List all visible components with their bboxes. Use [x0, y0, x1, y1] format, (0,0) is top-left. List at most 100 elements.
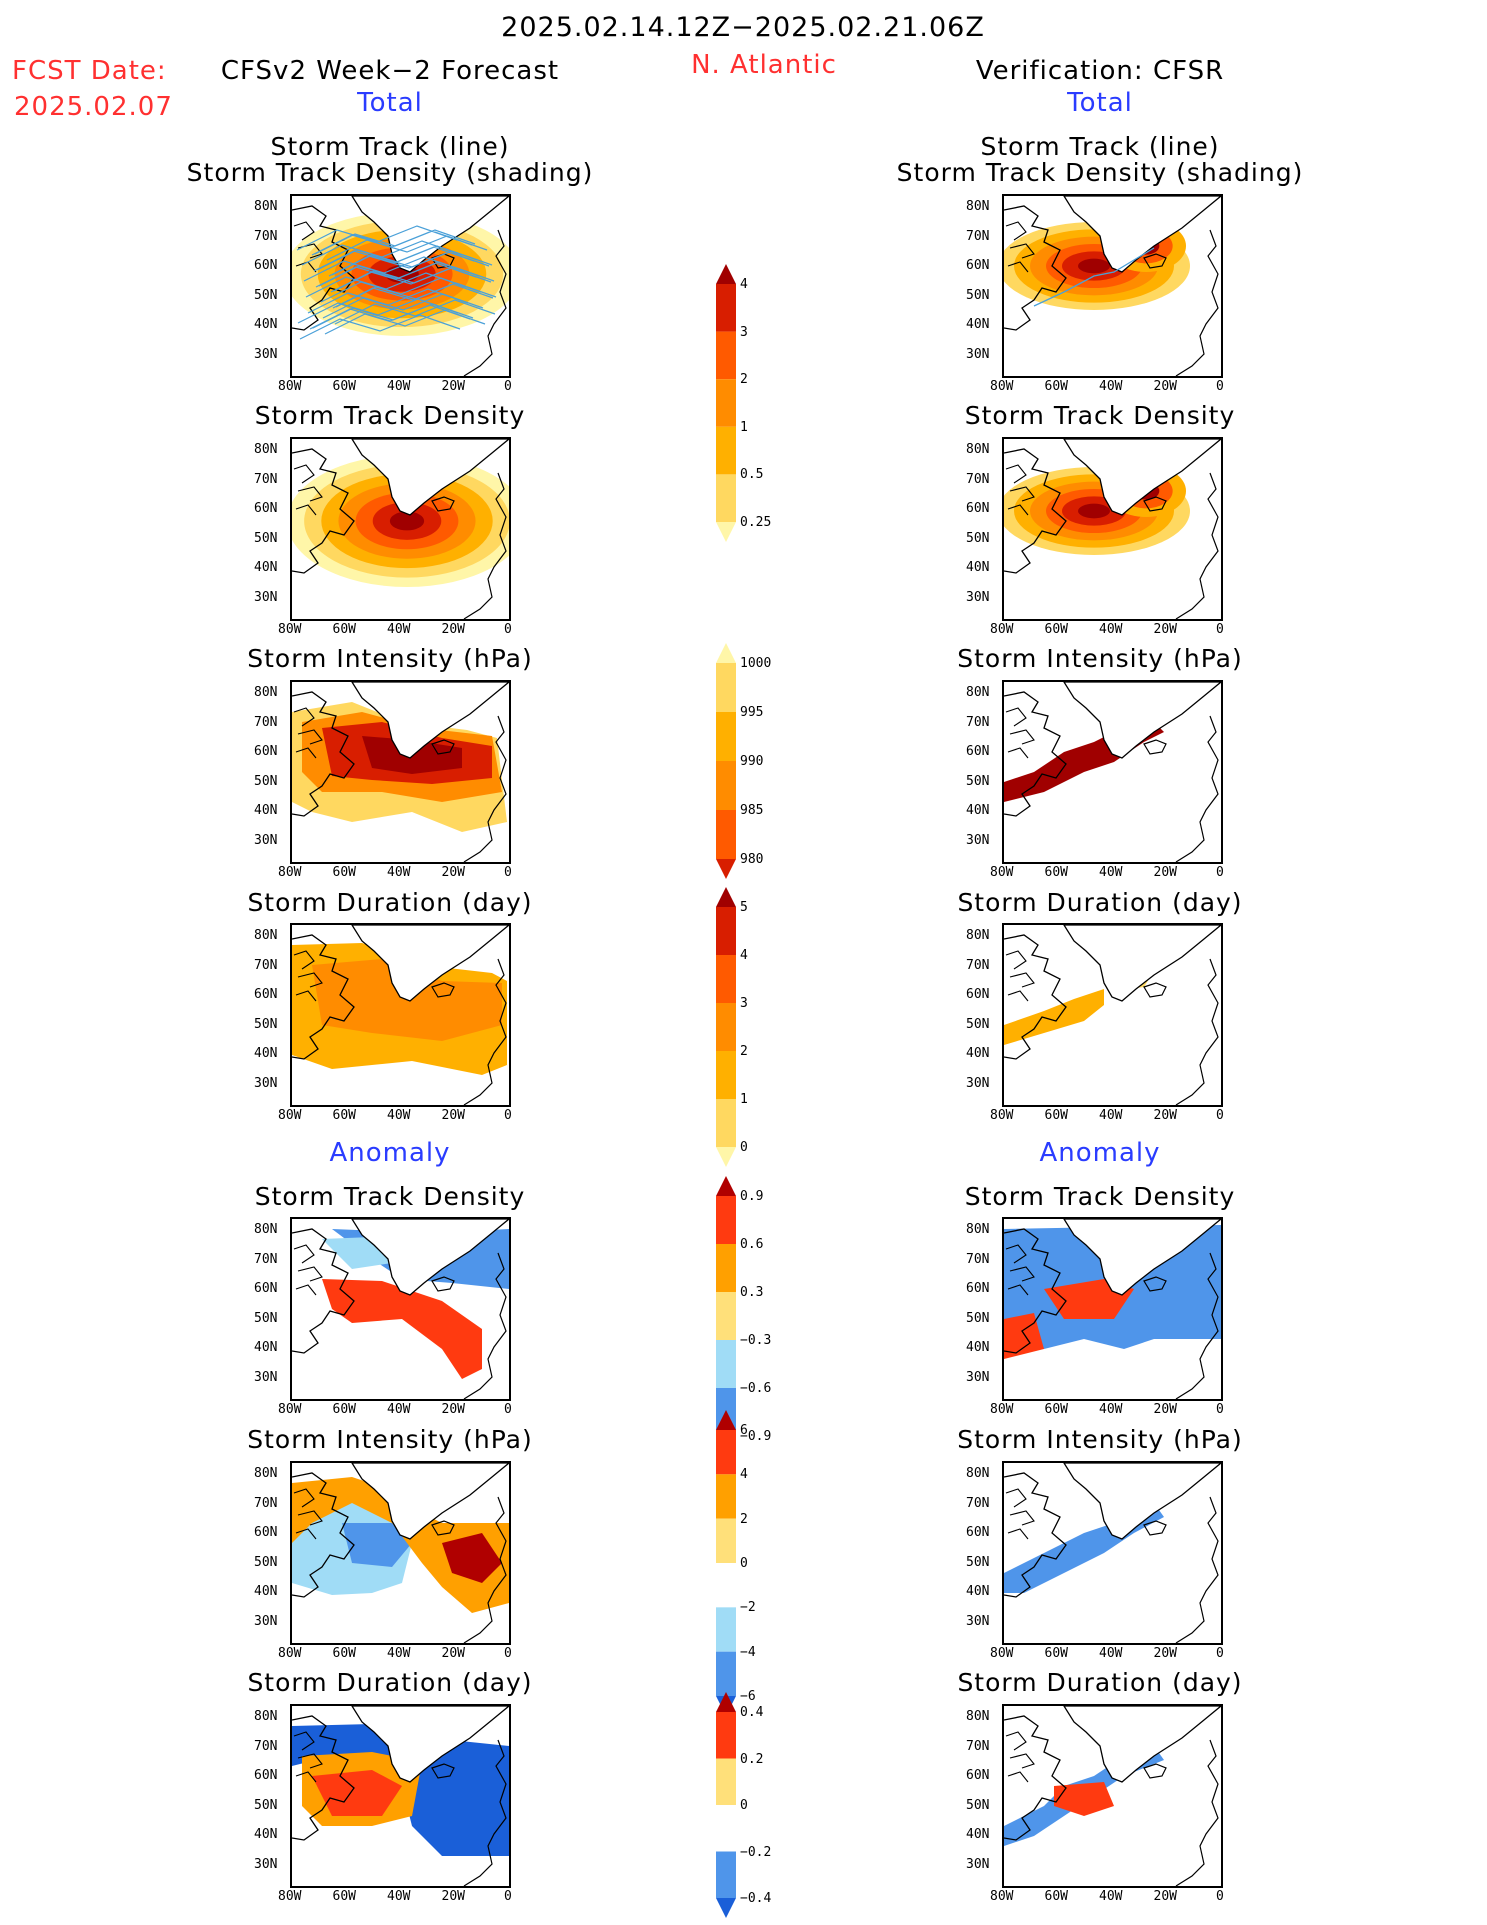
title-r4: Storm Duration (day) — [957, 888, 1243, 917]
title-l5: Storm Track Density — [254, 1182, 526, 1211]
anomaly-label-left: Anomaly — [329, 1138, 451, 1168]
title-r5: Storm Track Density — [964, 1182, 1236, 1211]
north-america-coastline — [1004, 691, 1067, 817]
title-r3: Storm Intensity (hPa) — [957, 644, 1243, 673]
colorbar-tick-label: 0.4 — [740, 1705, 764, 1720]
greenland-outline — [351, 682, 509, 759]
map-canvas — [292, 1706, 509, 1886]
europe-africa-coastline — [463, 958, 507, 1105]
lat-tick-label: 30N — [966, 1075, 990, 1091]
north-america-coastline — [292, 1472, 355, 1598]
europe-africa-coastline — [1175, 472, 1219, 619]
greenland-outline — [351, 196, 509, 273]
north-america-coastline — [292, 1715, 355, 1841]
lat-tick-label: 50N — [966, 287, 990, 303]
colorbar-swatch — [716, 1851, 736, 1898]
lat-tick-label: 40N — [966, 1584, 990, 1599]
storm-tracks — [1033, 247, 1155, 307]
colorbar-swatch — [716, 1563, 736, 1608]
lat-tick-label: 50N — [966, 1016, 990, 1032]
lon-tick-label: 40W — [1099, 622, 1123, 637]
north-america-coastline — [292, 1228, 355, 1354]
colorbar-swatch — [716, 1244, 736, 1292]
title-l1b: Storm Track Density (shading) — [186, 158, 594, 187]
lat-tick-label: 30N — [966, 1369, 990, 1385]
lat-tick-label: 80N — [966, 442, 990, 457]
colorbar-tick-label: −0.2 — [740, 1844, 772, 1860]
colorbar-density: 4 3 2 1 0.5 0.25 — [716, 264, 856, 542]
colorbar-tick-label: −0.6 — [740, 1381, 772, 1396]
colorbar-arrow-top — [716, 643, 736, 663]
lat-tick-label: 70N — [966, 1251, 990, 1267]
colorbar-tick-label: 0.3 — [740, 1285, 764, 1300]
title-l7: Storm Duration (day) — [247, 1668, 533, 1697]
arctic-islands-coastline — [293, 950, 323, 1002]
arctic-islands-coastline — [293, 707, 323, 759]
europe-africa-coastline — [463, 1496, 507, 1643]
europe-africa-coastline — [1175, 1739, 1219, 1886]
arctic-islands-coastline — [1005, 464, 1035, 516]
lat-tick-label: 60N — [254, 1768, 278, 1783]
colorbar-tick-label: −0.3 — [740, 1333, 772, 1348]
iceland-outline — [431, 982, 455, 998]
colorbar-tick-label: 1 — [740, 1092, 748, 1107]
greenland-outline — [1063, 925, 1221, 1002]
lon-tick-label: 20W — [1153, 1108, 1177, 1123]
iceland-outline — [1143, 253, 1167, 269]
colorbar-swatch — [716, 1758, 736, 1805]
lat-tick-label: 70N — [966, 1738, 990, 1754]
lon-tick-label: 0 — [504, 379, 512, 394]
lat-tick-label: 80N — [966, 199, 990, 214]
lat-tick-label: 60N — [966, 744, 990, 759]
lon-tick-label: 80W — [990, 1402, 1014, 1417]
greenland-outline — [1063, 196, 1221, 273]
colorbar-swatches — [716, 887, 736, 1167]
lon-tick-label: 0 — [504, 1108, 512, 1123]
lon-tick-label: 80W — [990, 1108, 1014, 1123]
lat-tick-label: 40N — [966, 1340, 990, 1355]
lon-tick-label: 0 — [504, 1646, 512, 1661]
colorbar-tick-label: 0.5 — [740, 467, 764, 483]
title-l4: Storm Duration (day) — [247, 888, 533, 917]
total-label-right: Total — [1067, 88, 1133, 118]
arctic-islands-coastline — [1005, 1488, 1035, 1540]
lat-tick-label: 40N — [966, 317, 990, 332]
map-fcst-density — [290, 437, 511, 621]
colorbar-tick-label: 0 — [740, 1798, 748, 1813]
lat-tick-label: 50N — [966, 1310, 990, 1326]
lat-tick-label: 50N — [254, 1016, 278, 1032]
map-verif-intensity — [1002, 680, 1223, 864]
anomaly-cell — [442, 1533, 502, 1583]
lon-tick-label: 40W — [1099, 379, 1123, 394]
lat-tick-label: 40N — [966, 803, 990, 818]
arctic-islands-coastline — [293, 1731, 323, 1783]
colorbar-swatches — [716, 1692, 736, 1918]
lon-tick-label: 80W — [990, 865, 1014, 880]
lat-tick-label: 30N — [254, 589, 278, 605]
lat-tick-label: 50N — [254, 530, 278, 546]
colorbar-tick-label: 1 — [740, 419, 748, 435]
lon-tick-label: 60W — [332, 1402, 356, 1417]
lon-tick-label: 40W — [387, 379, 411, 394]
title-r2: Storm Track Density — [964, 401, 1236, 430]
greenland-outline — [351, 1706, 509, 1783]
lat-tick-label: 80N — [254, 1709, 278, 1724]
europe-africa-coastline — [463, 229, 507, 376]
lon-tick-label: 80W — [278, 1889, 302, 1904]
lat-tick-label: 60N — [254, 1281, 278, 1296]
lat-tick-label: 50N — [254, 287, 278, 303]
colorbar-swatch — [716, 955, 736, 1003]
colorbar-arrow-top — [716, 1692, 736, 1712]
map-verif-track — [1002, 194, 1223, 378]
map-verif-duration-anom — [1002, 1704, 1223, 1888]
greenland-outline — [1063, 1463, 1221, 1540]
lon-tick-label: 20W — [441, 622, 465, 637]
map-fcst-duration — [290, 923, 511, 1107]
greenland-outline — [351, 1463, 509, 1540]
lon-tick-label: 0 — [504, 865, 512, 880]
colorbar-tick-label: 0.25 — [740, 515, 772, 530]
lat-tick-label: 30N — [966, 589, 990, 605]
colorbar-tick-label: 990 — [740, 754, 764, 769]
colorbar-tick-label: 0.2 — [740, 1751, 764, 1767]
colorbar-tick-label: 2 — [740, 372, 748, 388]
